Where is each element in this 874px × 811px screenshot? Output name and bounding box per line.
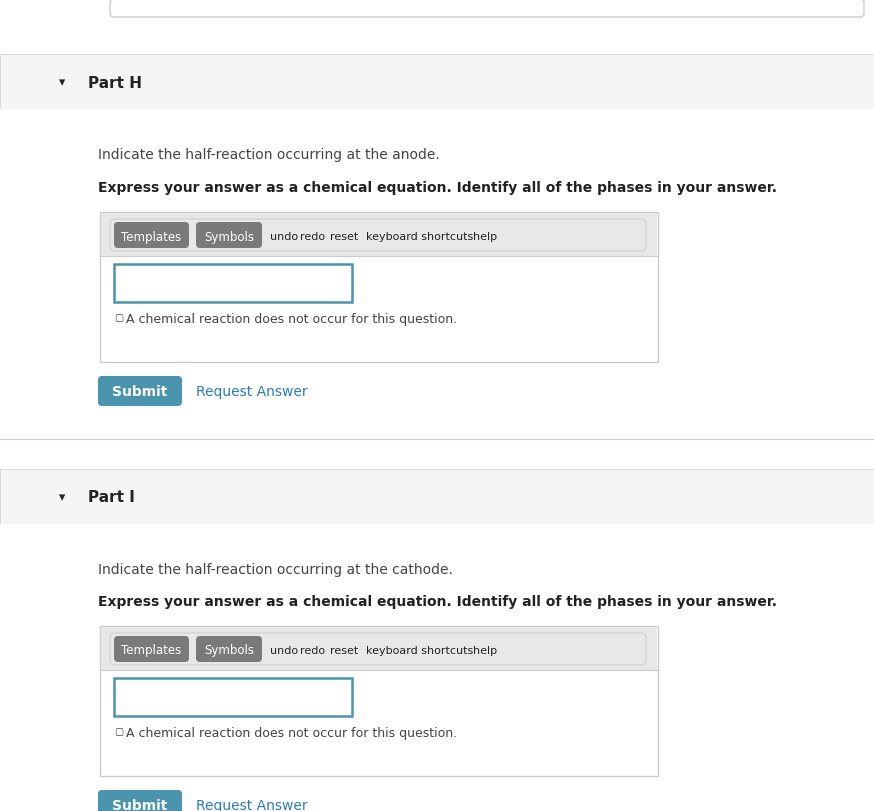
Text: help: help: [473, 232, 496, 242]
FancyBboxPatch shape: [114, 223, 189, 249]
Text: Request Answer: Request Answer: [196, 384, 308, 398]
Bar: [0, 470, 874, 525]
Text: Symbols: Symbols: [204, 644, 254, 657]
Text: ▾: ▾: [59, 76, 66, 89]
Text: Request Answer: Request Answer: [196, 798, 308, 811]
Text: Express your answer as a chemical equation. Identify all of the phases in your a: Express your answer as a chemical equati…: [98, 594, 777, 608]
Text: ▢: ▢: [114, 726, 123, 736]
Text: reset: reset: [330, 646, 358, 655]
Text: Part I: Part I: [88, 490, 135, 505]
FancyBboxPatch shape: [98, 790, 182, 811]
Text: Templates: Templates: [121, 644, 181, 657]
Bar: [0, 0, 874, 18]
Text: Indicate the half-reaction occurring at the anode.: Indicate the half-reaction occurring at …: [98, 148, 440, 162]
Text: A chemical reaction does not occur for this question.: A chemical reaction does not occur for t…: [126, 726, 457, 739]
Text: keyboard shortcuts: keyboard shortcuts: [365, 646, 473, 655]
FancyBboxPatch shape: [196, 223, 262, 249]
Bar: [101, 627, 657, 672]
Bar: [0, 55, 874, 109]
Bar: [0, 109, 874, 440]
FancyBboxPatch shape: [110, 220, 646, 251]
Text: undo: undo: [270, 646, 298, 655]
FancyBboxPatch shape: [110, 633, 646, 665]
Text: ▢: ▢: [114, 312, 123, 323]
Text: A chemical reaction does not occur for this question.: A chemical reaction does not occur for t…: [126, 312, 457, 325]
FancyBboxPatch shape: [110, 0, 864, 18]
Text: redo: redo: [300, 646, 325, 655]
Text: help: help: [473, 646, 496, 655]
Bar: [101, 214, 657, 258]
Text: Express your answer as a chemical equation. Identify all of the phases in your a: Express your answer as a chemical equati…: [98, 181, 777, 195]
FancyBboxPatch shape: [196, 636, 262, 663]
FancyBboxPatch shape: [98, 376, 182, 406]
Text: ▾: ▾: [59, 491, 66, 504]
Bar: [114, 678, 352, 716]
Bar: [114, 264, 352, 303]
Text: undo: undo: [270, 232, 298, 242]
FancyBboxPatch shape: [114, 636, 189, 663]
Text: Indicate the half-reaction occurring at the cathode.: Indicate the half-reaction occurring at …: [98, 562, 453, 577]
Bar: [100, 626, 658, 776]
Text: Symbols: Symbols: [204, 230, 254, 243]
Bar: [100, 212, 658, 363]
Text: Submit: Submit: [113, 798, 168, 811]
Text: reset: reset: [330, 232, 358, 242]
Text: keyboard shortcuts: keyboard shortcuts: [365, 232, 473, 242]
Bar: [0, 525, 874, 811]
Text: Submit: Submit: [113, 384, 168, 398]
Text: Templates: Templates: [121, 230, 181, 243]
Text: redo: redo: [300, 232, 325, 242]
Text: Part H: Part H: [88, 75, 142, 90]
